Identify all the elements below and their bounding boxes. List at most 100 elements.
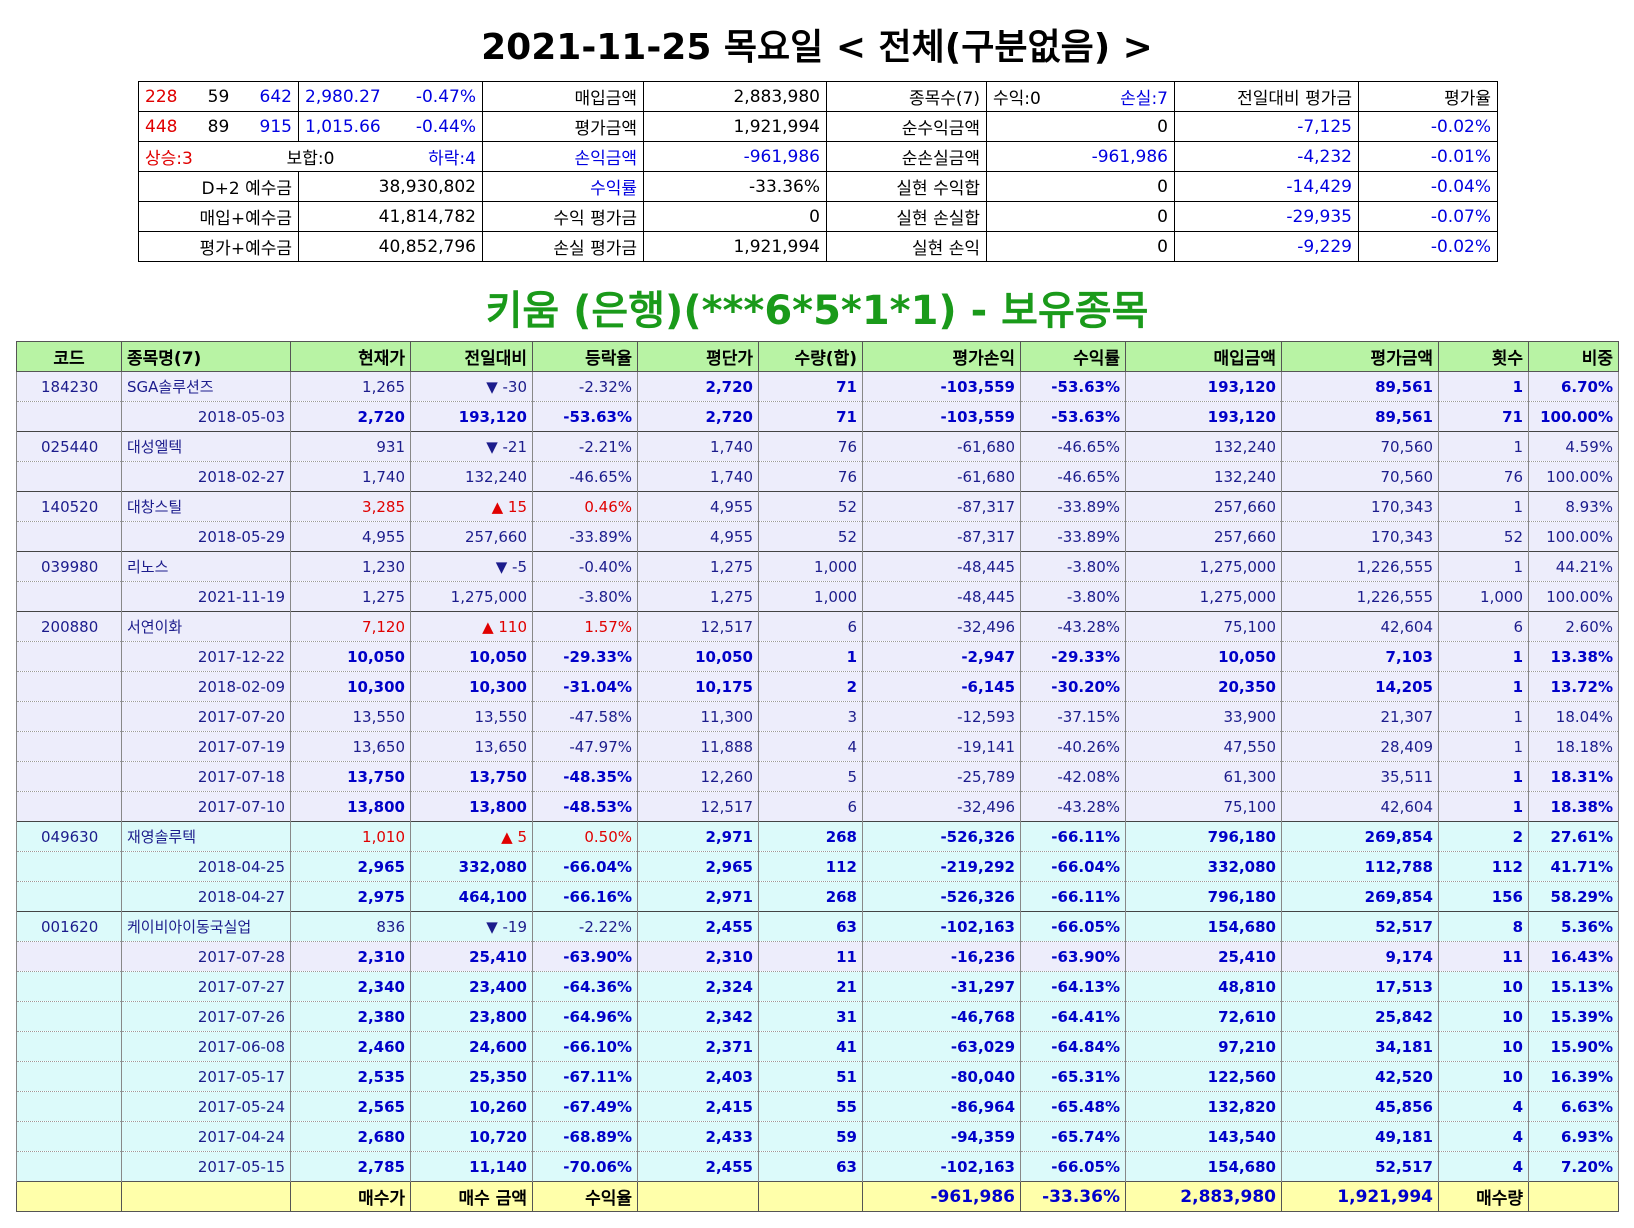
holding-cell: 16.43% (1528, 941, 1619, 972)
holding-cell: 47,550 (1125, 731, 1282, 762)
holding-cell: 2018-02-09 (121, 671, 291, 702)
holding-cell: 1,000 (758, 551, 863, 582)
holding-cell: 2.60% (1528, 611, 1619, 642)
holding-cell: 2018-04-27 (121, 881, 291, 912)
holding-cell: -48.53% (532, 791, 638, 822)
holding-cell: 2021-11-19 (121, 581, 291, 612)
summary-cell: -961,986 (643, 141, 827, 172)
holding-cell: -25,789 (862, 761, 1021, 792)
holding-cell: 13,800 (410, 791, 533, 822)
summary-row: D+2 예수금 38,930,802 수익률 -33.36% 실현 수익합 0 -14,42… (138, 171, 1498, 202)
holding-cell: 931 (290, 431, 411, 462)
holding-cell: 2017-07-10 (121, 791, 291, 822)
summary-cell: 0 (643, 201, 827, 232)
holding-row: 049630 재영솔루텍 1,010 ▲ 5 0.50% 2,971 268 -526,326… (16, 821, 1619, 852)
summary-value: -961,986 (1091, 146, 1168, 167)
holding-cell: 269,854 (1281, 821, 1439, 852)
footer-cell (16, 1181, 122, 1212)
holding-cell: 1 (1438, 551, 1529, 582)
holding-cell: -46,768 (862, 1001, 1021, 1032)
summary-value: 하락:4 (428, 149, 476, 169)
summary-value: 평가+예수금 (199, 239, 292, 259)
summary-value: 89 (207, 116, 230, 137)
holding-cell: 서연이화 (121, 611, 291, 642)
holding-cell: 11,140 (410, 1151, 533, 1182)
holding-cell: -86,964 (862, 1091, 1021, 1122)
summary-value: 448 (145, 116, 178, 137)
footer-cell: -961,986 (862, 1181, 1021, 1212)
holding-row: 2017-05-24 2,565 10,260 -67.49% 2,415 55 -86,9… (16, 1091, 1619, 1122)
holding-cell: -33.89% (1020, 521, 1126, 552)
summary-row: 448 89 915 1,015.66 -0.44% 평가금액 1,921,994 순수익금액… (138, 111, 1498, 142)
holding-cell: -66.05% (1020, 1151, 1126, 1182)
holding-cell: -31.04% (532, 671, 638, 702)
holding-cell: -64.96% (532, 1001, 638, 1032)
holding-cell: 257,660 (1125, 521, 1282, 552)
holding-cell: -0.40% (532, 551, 638, 582)
summary-value: -0.02% (1430, 236, 1491, 257)
holding-cell: 23,400 (410, 971, 533, 1002)
summary-cell: -29,935 (1174, 201, 1359, 232)
holding-cell: 1 (1438, 671, 1529, 702)
holding-cell: 10 (1438, 1031, 1529, 1062)
summary-cell: 실현 손익 (826, 231, 987, 262)
holding-cell: -526,326 (862, 821, 1021, 852)
summary-cell: 손익금액 (482, 141, 644, 172)
holding-cell: 52 (758, 521, 863, 552)
summary-value: 손실 평가금 (553, 239, 637, 259)
holding-cell: 21 (758, 971, 863, 1002)
header-cell: 매입금액 (1125, 341, 1282, 372)
holding-cell (16, 701, 122, 732)
holding-cell: 52,517 (1281, 1151, 1439, 1182)
holding-cell: 27.61% (1528, 821, 1619, 852)
summary-cell: -0.02% (1358, 231, 1498, 262)
holding-cell: 44.21% (1528, 551, 1619, 582)
holding-cell: 2,340 (290, 971, 411, 1002)
holding-cell: 41.71% (1528, 851, 1619, 882)
holding-cell: 52,517 (1281, 911, 1439, 942)
holding-cell: -66.11% (1020, 881, 1126, 912)
holdings-table: 코드 종목명(7) 현재가 전일대비 등락율 평단가 수량(합) 평가손익 수익률 매입금액 평가금… (16, 341, 1619, 1212)
holding-cell: -33.89% (1020, 491, 1126, 522)
holding-cell: 1 (1438, 701, 1529, 732)
summary-value: -7,125 (1297, 116, 1352, 137)
summary-value: 전일대비 평가금 (1237, 89, 1352, 109)
holding-cell: 154,680 (1125, 1151, 1282, 1182)
holding-cell: SGA솔루션즈 (121, 371, 291, 402)
holding-cell: 2017-06-08 (121, 1031, 291, 1062)
holding-cell: 6 (1438, 611, 1529, 642)
holding-cell: 3 (758, 701, 863, 732)
holding-cell: 112 (758, 851, 863, 882)
holding-row: 2018-02-09 10,300 10,300 -31.04% 10,175 2 -6,1… (16, 671, 1619, 702)
holding-cell: 13,650 (410, 731, 533, 762)
holding-cell (16, 1031, 122, 1062)
holding-cell: -70.06% (532, 1151, 638, 1182)
holding-cell: 156 (1438, 881, 1529, 912)
holding-cell: 25,410 (410, 941, 533, 972)
holding-cell: -6,145 (862, 671, 1021, 702)
holding-cell: -53.63% (532, 401, 638, 432)
summary-cell: 상승:3 보합:0 하락:4 (138, 141, 483, 172)
holding-cell: 1 (1438, 491, 1529, 522)
summary-value: -0.01% (1430, 146, 1491, 167)
holding-cell: 170,343 (1281, 521, 1439, 552)
holding-cell: 17,513 (1281, 971, 1439, 1002)
header-row: 코드 종목명(7) 현재가 전일대비 등락율 평단가 수량(합) 평가손익 수익률 매입금액 평가금… (16, 341, 1619, 372)
summary-cell: 수익:0 손실:7 (986, 81, 1175, 112)
holding-cell: -219,292 (862, 851, 1021, 882)
summary-cell: 평가금액 (482, 111, 644, 142)
summary-value: 수익:0 (993, 89, 1041, 109)
holding-row: 2017-07-20 13,550 13,550 -47.58% 11,300 3 -12,… (16, 701, 1619, 732)
holding-cell: 143,540 (1125, 1121, 1282, 1152)
holding-cell: 18.31% (1528, 761, 1619, 792)
holding-cell: 2,971 (637, 821, 759, 852)
header-cell: 등락율 (532, 341, 638, 372)
holding-cell: 4 (1438, 1151, 1529, 1182)
holding-cell: 25,350 (410, 1061, 533, 1092)
holding-cell: -66.04% (1020, 851, 1126, 882)
holding-cell: 464,100 (410, 881, 533, 912)
holding-cell: 리노스 (121, 551, 291, 582)
holding-cell: 1,740 (637, 431, 759, 462)
summary-cell: 종목수(7) (826, 81, 987, 112)
